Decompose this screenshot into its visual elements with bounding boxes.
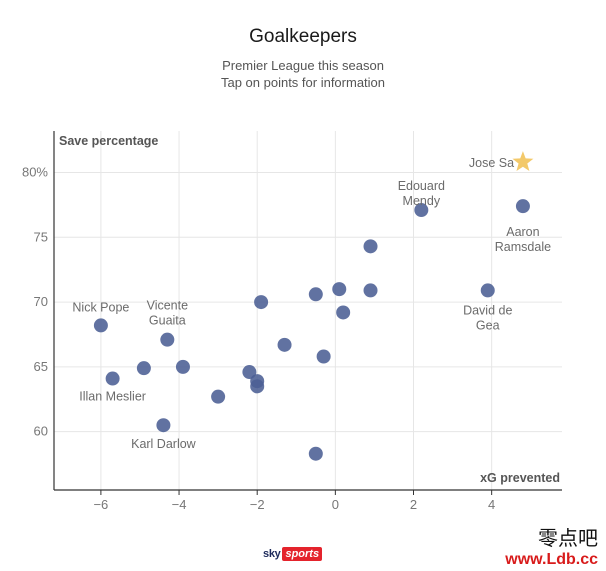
y-tick-label: 80% xyxy=(22,164,48,179)
x-tick-label: 2 xyxy=(410,497,417,512)
point-label: Karl Darlow xyxy=(131,437,197,451)
point-label: Edouard xyxy=(398,179,445,193)
data-point[interactable] xyxy=(363,239,378,254)
point-label: Vicente xyxy=(147,299,189,313)
data-point[interactable] xyxy=(175,359,190,374)
data-point[interactable] xyxy=(316,349,331,364)
logo-sky-text: sky xyxy=(263,548,281,560)
data-point[interactable] xyxy=(254,295,269,310)
watermark: 零点吧 www.Ldb.cc xyxy=(505,522,598,569)
chart-subtitle-line-1: Premier League this season xyxy=(222,58,384,73)
data-point[interactable] xyxy=(308,287,323,302)
data-point[interactable] xyxy=(308,446,323,461)
y-tick-label: 65 xyxy=(34,359,48,374)
data-point[interactable] xyxy=(480,283,495,298)
data-point[interactable] xyxy=(160,332,175,347)
x-axis-label: xG prevented xyxy=(480,471,560,485)
chart-title: Goalkeepers xyxy=(249,26,357,47)
point-label: Aaron xyxy=(506,225,539,239)
y-tick-label: 70 xyxy=(34,294,48,309)
point-label: Gea xyxy=(476,318,500,332)
point-label: David de xyxy=(463,303,512,317)
logo-sports-text: sports xyxy=(282,547,323,561)
point-label: Jose Sa xyxy=(469,156,514,170)
axes xyxy=(53,131,562,495)
data-point[interactable] xyxy=(136,361,151,376)
data-point[interactable] xyxy=(332,282,347,297)
point-label: Illan Meslier xyxy=(79,390,146,404)
grid-lines xyxy=(54,131,562,490)
data-point[interactable] xyxy=(336,305,351,320)
sky-sports-logo: sky sports xyxy=(263,546,323,562)
x-tick-label: −4 xyxy=(172,497,187,512)
data-point[interactable] xyxy=(515,199,530,214)
x-tick-label: −6 xyxy=(93,497,108,512)
data-point[interactable] xyxy=(211,389,226,404)
watermark-chinese: 零点吧 xyxy=(538,526,598,550)
data-point[interactable] xyxy=(242,365,257,380)
data-point[interactable] xyxy=(105,371,120,386)
data-point[interactable] xyxy=(277,337,292,352)
data-point[interactable] xyxy=(414,203,429,218)
x-tick-label: 4 xyxy=(488,497,495,512)
point-label: Mendy xyxy=(403,194,441,208)
data-point[interactable] xyxy=(93,318,108,333)
point-label: Nick Pope xyxy=(72,300,129,314)
chart-subtitle-line-2: Tap on points for information xyxy=(220,75,386,90)
x-tick-label: −2 xyxy=(250,497,265,512)
point-label: Ramsdale xyxy=(495,240,551,254)
x-tick-label: 0 xyxy=(332,497,339,512)
tick-labels: 60 65 70 75 80% −6 −4 −2 0 2 4 xyxy=(22,164,495,512)
data-point[interactable] xyxy=(363,283,378,298)
data-points xyxy=(93,151,534,461)
data-point[interactable] xyxy=(156,418,171,433)
y-axis-label: Save percentage xyxy=(59,134,158,148)
y-tick-label: 75 xyxy=(34,229,48,244)
point-label: Guaita xyxy=(149,314,186,328)
watermark-url: www.Ldb.cc xyxy=(505,551,598,568)
highlight-star-point[interactable] xyxy=(512,151,534,171)
data-point[interactable] xyxy=(250,379,265,394)
y-tick-label: 60 xyxy=(34,424,48,439)
